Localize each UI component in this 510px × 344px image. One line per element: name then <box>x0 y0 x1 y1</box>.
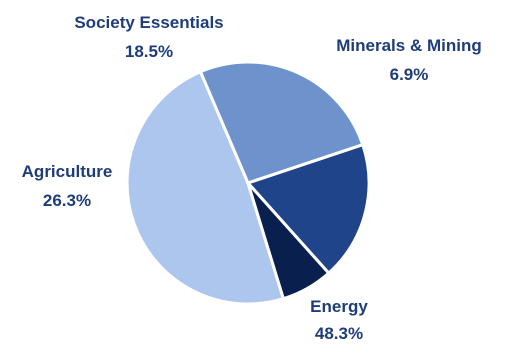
pie-slice-society-essentials <box>246 143 371 275</box>
slice-value-society-essentials: 18.5% <box>125 42 173 61</box>
slice-value-minerals-mining: 6.9% <box>390 65 429 84</box>
pie-slice-energy <box>125 70 285 306</box>
pie-slice-minerals-mining <box>246 181 331 301</box>
label-society-essentials: Society Essentials 18.5% <box>74 13 223 61</box>
pie-slice-agriculture <box>198 60 365 185</box>
pie-slices <box>125 60 371 306</box>
slice-label-minerals-mining: Minerals & Mining <box>336 36 481 55</box>
label-energy: Energy 48.3% <box>310 297 368 343</box>
slice-label-energy: Energy <box>310 297 368 316</box>
slice-label-society-essentials: Society Essentials <box>74 13 223 32</box>
label-minerals-mining: Minerals & Mining 6.9% <box>336 36 481 84</box>
slice-value-energy: 48.3% <box>315 324 363 343</box>
slice-label-agriculture: Agriculture <box>22 162 113 181</box>
label-agriculture: Agriculture 26.3% <box>22 162 113 210</box>
slice-value-agriculture: 26.3% <box>43 191 91 210</box>
